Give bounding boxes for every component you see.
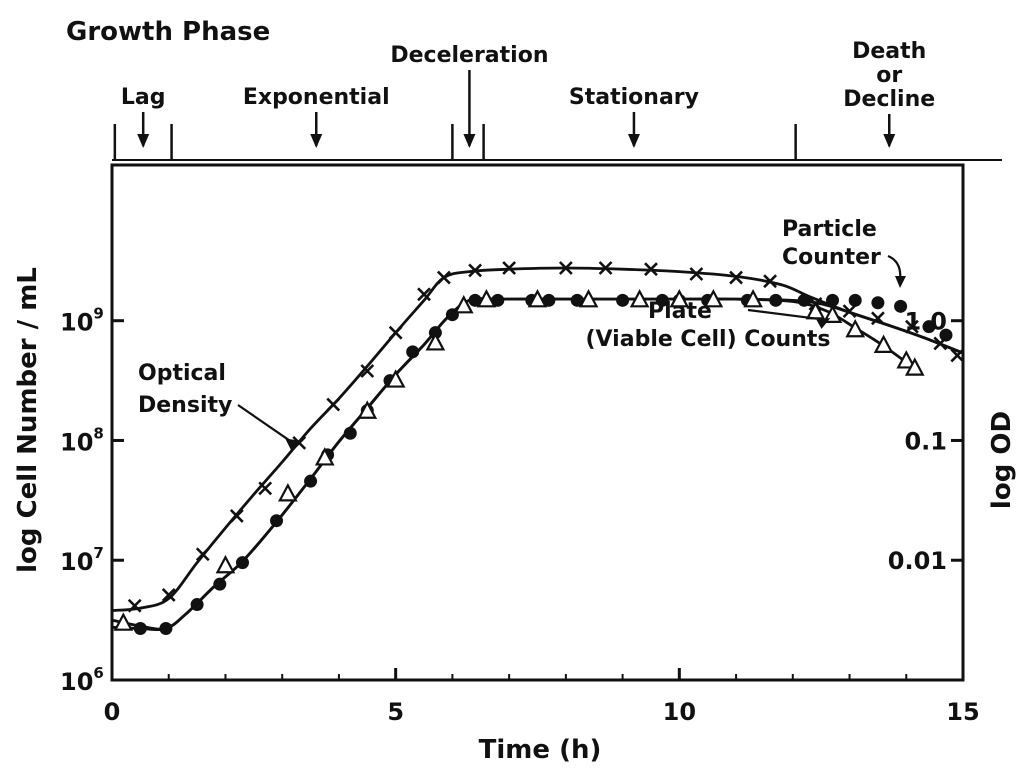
particle-point [894, 299, 908, 313]
x-tick-label: 5 [387, 698, 404, 726]
od-point [388, 325, 403, 340]
od-point [468, 263, 483, 278]
od-point [229, 508, 244, 523]
y-tick-label: 108 [60, 424, 104, 456]
phase-arrow-head [883, 134, 896, 148]
x-tick-label: 15 [946, 698, 979, 726]
plate-point [425, 332, 446, 351]
annotation-density: Density [138, 393, 232, 418]
plate-point [385, 369, 406, 388]
phase-label-deceleration: Deceleration [390, 43, 548, 68]
right-tick-label: 0.01 [888, 547, 947, 575]
od-point [502, 261, 517, 275]
x-tick-label: 10 [663, 698, 696, 726]
od-point [127, 598, 142, 613]
od-point [729, 270, 743, 285]
annotation-arrow-head [285, 438, 300, 451]
plate-point [896, 350, 917, 369]
series [111, 261, 965, 635]
phase-label-death: Decline [843, 87, 935, 112]
plate-point [278, 483, 298, 502]
plate-point [314, 447, 335, 466]
od-point [558, 261, 573, 275]
plate-point [703, 288, 724, 308]
annotation-leader [237, 404, 296, 446]
phase-label-exponential: Exponential [243, 85, 390, 110]
phase-label-death: or [876, 63, 902, 88]
od-point [195, 547, 210, 562]
plate-point [527, 288, 548, 308]
right-axis-title: log OD [987, 411, 1017, 509]
particle-point [922, 320, 936, 334]
plate-point [453, 294, 474, 314]
axes: 0510151061071081091.00.10.01 [60, 305, 980, 726]
plate-point [578, 288, 599, 308]
annotation-leader [747, 308, 827, 321]
od-point [161, 588, 176, 602]
plate-point [629, 288, 650, 308]
od-point [360, 364, 375, 378]
phase-label-stationary: Stationary [569, 85, 699, 110]
od-point [598, 261, 613, 275]
x-axis-title: Time (h) [479, 735, 602, 765]
particle-point [848, 293, 862, 307]
annotation-counter: Counter [782, 245, 881, 270]
particle-point [826, 293, 840, 307]
plate-point [873, 334, 894, 353]
particle-point [939, 328, 953, 342]
annotation-arrow-head [816, 317, 831, 329]
phase-arrow-head [310, 134, 323, 148]
annotation-particle: Particle [782, 217, 877, 242]
od-point [326, 397, 341, 412]
y-axis-title: log Cell Number / mL [13, 267, 43, 573]
plate-point [669, 288, 690, 308]
particle-point [871, 296, 885, 310]
y-tick-label: 109 [60, 305, 104, 337]
annotation-arrow-head [895, 276, 906, 288]
annotation-optical: Optical [138, 361, 226, 386]
phase-arrow-head [463, 134, 476, 148]
series-line [111, 297, 964, 632]
growth-phase-title: Growth Phase [66, 17, 270, 47]
plate-point [476, 288, 497, 308]
annotation-plate: Plate [648, 299, 712, 324]
plate-point [357, 400, 378, 419]
od-point [417, 287, 431, 302]
phase-arrow-head [627, 134, 640, 148]
od-point [689, 267, 704, 281]
od-point [258, 481, 273, 496]
od-point [292, 435, 307, 450]
plate-point [215, 554, 236, 574]
plate-point [822, 304, 843, 324]
plate-point [113, 612, 134, 631]
phase-label-death: Death [852, 39, 926, 64]
phase-label-lag: Lag [121, 85, 166, 110]
plot-frame [110, 163, 965, 682]
od-point [763, 274, 778, 289]
plate-point [904, 357, 925, 376]
right-tick-label: 0.1 [904, 427, 947, 455]
particle-point [213, 577, 227, 591]
plate-point [743, 288, 763, 308]
od-point [436, 270, 451, 285]
plate-point [845, 318, 866, 338]
annotation-viable-cell-counts: (Viable Cell) Counts [585, 327, 830, 352]
od-point [644, 262, 658, 277]
annotations: Optical Density Particle Counter Plate (Viabl… [138, 217, 906, 451]
series-line [111, 297, 916, 631]
phase-arrow-head [137, 134, 150, 148]
y-tick-label: 106 [60, 664, 104, 696]
y-tick-label: 107 [60, 544, 104, 576]
x-tick-label: 0 [104, 698, 121, 726]
